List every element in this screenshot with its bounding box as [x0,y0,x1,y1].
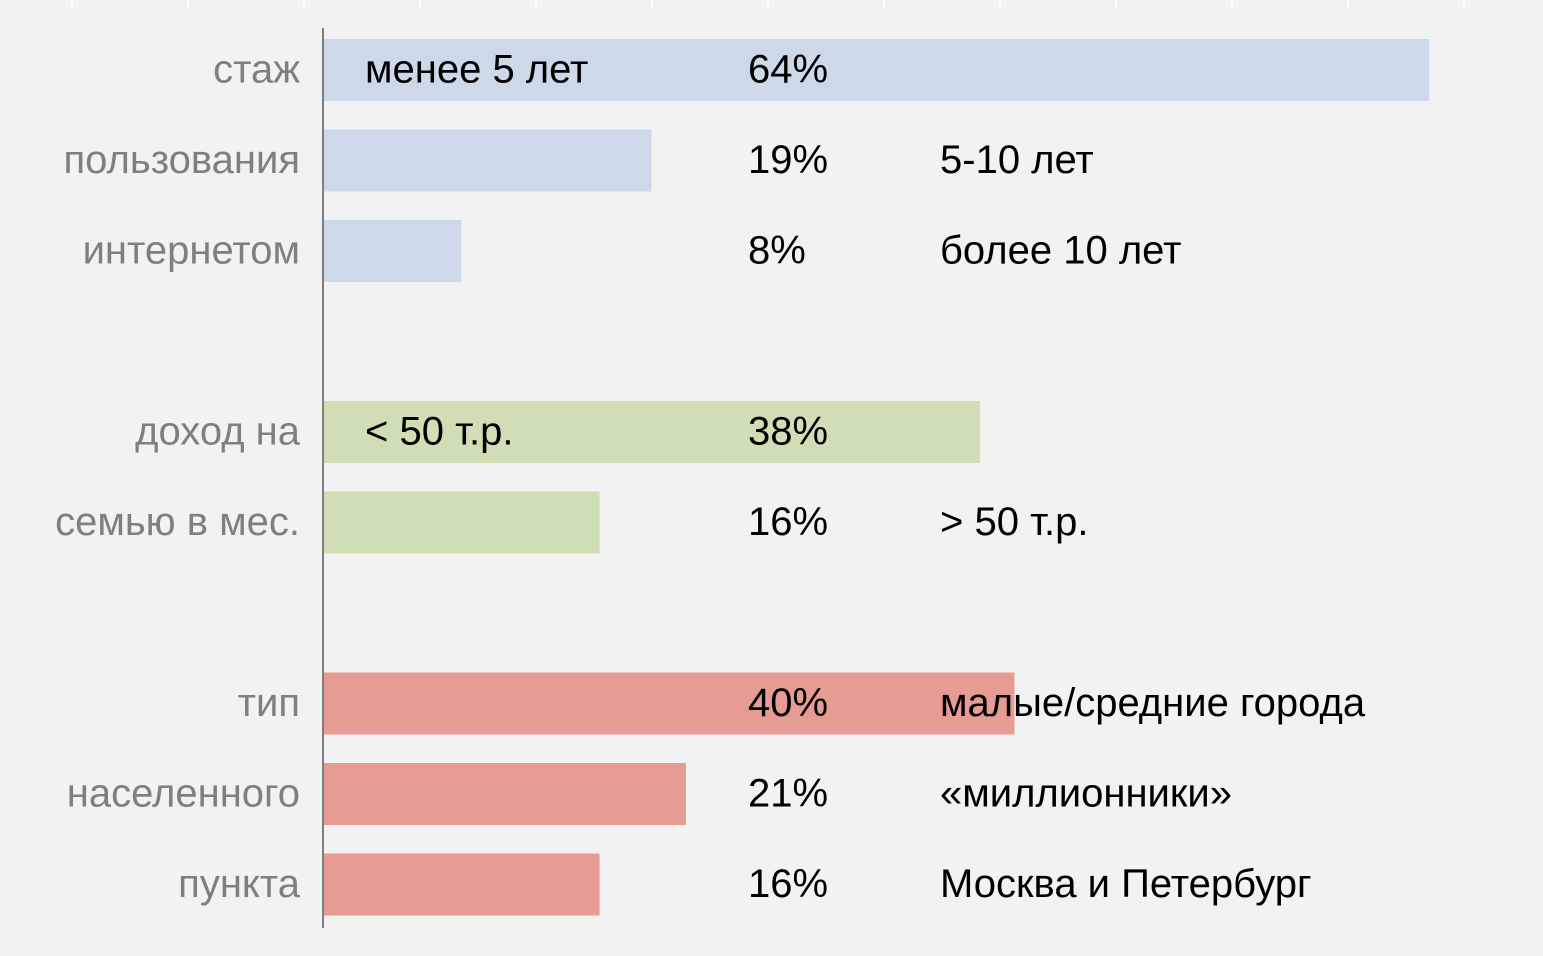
category-label: > 50 т.р. [940,500,1088,544]
bar [323,39,1430,101]
row-label: тип [238,681,300,725]
value-label: 8% [748,229,806,273]
row-label: стаж [213,48,300,92]
top-decoration [71,0,1465,8]
value-label: 19% [748,138,828,182]
category-label: более 10 лет [940,229,1181,273]
value-label: 40% [748,681,828,725]
category-label: «миллионники» [940,772,1232,816]
bar [323,491,600,554]
category-label: 5-10 лет [940,138,1094,182]
bar [323,763,686,825]
bar [323,401,980,463]
bar [323,129,652,192]
row-label: доход на [135,410,301,454]
category-label: < 50 т.р. [365,410,513,454]
value-label: 21% [748,772,828,816]
category-label: Москва и Петербург [940,862,1312,906]
row-label: семью в мес. [55,500,300,544]
row-label: пункта [178,862,301,906]
row-label: населенного [67,772,300,816]
value-label: 64% [748,48,828,92]
row-label: интернетом [83,229,300,273]
row-label: пользования [64,138,300,182]
bar [323,853,600,916]
value-label: 16% [748,500,828,544]
bar [323,220,462,282]
bar [323,672,1015,735]
value-label: 16% [748,862,828,906]
category-label: малые/средние города [940,681,1366,725]
value-label: 38% [748,410,828,454]
category-label: менее 5 лет [365,48,588,92]
